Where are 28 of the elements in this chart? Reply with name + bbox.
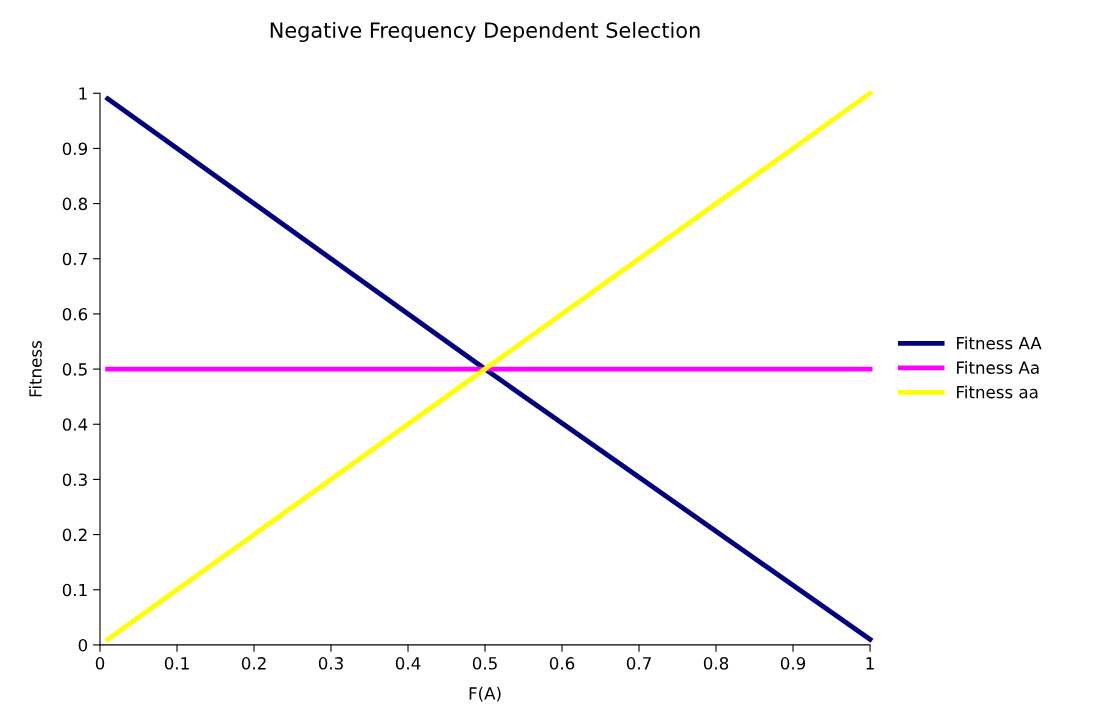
y-tick-label: 0.2 — [62, 528, 87, 542]
x-tick-label: 0.1 — [164, 657, 189, 670]
x-tick-label: 0.9 — [780, 657, 806, 670]
x-tick-label: 0.5 — [472, 657, 497, 670]
y-tick-label: 0.3 — [62, 473, 87, 486]
x-tick-label: 0.4 — [395, 657, 421, 670]
x-tick-label: 0 — [95, 657, 105, 670]
x-tick-label: 0.2 — [241, 657, 266, 670]
y-tick-label: 0.1 — [62, 583, 87, 597]
y-tick-label: 0.9 — [62, 142, 88, 155]
y-axis-title: Fitness — [28, 341, 42, 397]
y-tick-label: 0.7 — [62, 252, 87, 266]
y-tick-label: 0.8 — [62, 197, 88, 211]
y-tick-label: 0.4 — [62, 418, 88, 431]
y-tick-label: 0 — [78, 638, 88, 652]
x-tick-label: 0.6 — [549, 657, 575, 670]
chart-title: Negative Frequency Dependent Selection — [270, 21, 700, 43]
y-tick-label: 1 — [79, 87, 87, 100]
legend-label: Fitness aa — [957, 385, 1038, 399]
legend-label: Fitness AA — [957, 336, 1042, 350]
y-tick-label: 0.5 — [62, 363, 87, 376]
x-tick-label: 0.7 — [626, 657, 651, 670]
x-tick-label: 0.3 — [318, 657, 343, 670]
y-tick-label: 0.6 — [62, 307, 88, 321]
x-tick-label: 1 — [866, 657, 874, 670]
legend-label: Fitness Aa — [957, 361, 1039, 374]
x-axis-title: F(A) — [469, 686, 501, 702]
x-tick-label: 0.8 — [703, 657, 729, 670]
